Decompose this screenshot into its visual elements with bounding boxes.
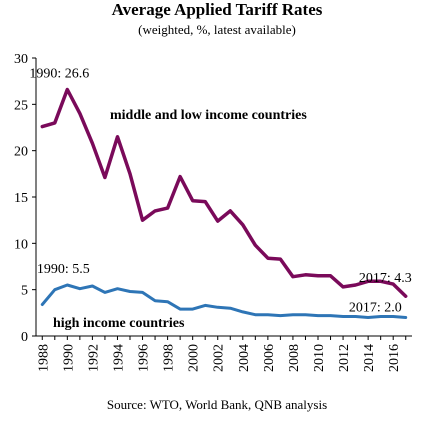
x-tick-label: 1992: [86, 344, 101, 372]
y-tick-label: 10: [14, 237, 28, 252]
y-tick-label: 20: [14, 145, 28, 160]
chart-source: Source: WTO, World Bank, QNB analysis: [107, 397, 327, 412]
plot-area: 0 5 10 15 20 25 30 1988 1990 1992 1994 1996 1998 2000…: [14, 52, 412, 372]
y-tick-label: 5: [21, 284, 28, 299]
x-tick-label: 2004: [237, 344, 252, 372]
annotation-label: 2017: 4.3: [359, 271, 412, 286]
y-tick-label: 30: [14, 52, 28, 67]
x-tick-label: 1996: [137, 344, 152, 372]
y-tick-label: 0: [21, 330, 28, 345]
y-tick-label: 25: [14, 98, 28, 113]
annotation-label: 1990: 5.5: [37, 262, 90, 277]
x-tick-label: 2006: [262, 344, 277, 372]
x-tick-label: 2014: [362, 344, 377, 372]
x-tick-label: 2000: [187, 344, 202, 372]
y-tick-label: 15: [14, 191, 28, 206]
x-tick-label: 2012: [337, 344, 352, 372]
series-line-middle-low-income: [40, 87, 408, 298]
x-tick-label: 1994: [111, 344, 126, 372]
series-label-high-income: high income countries: [53, 316, 185, 331]
series-label-middle-low-income: middle and low income countries: [110, 108, 307, 123]
series-line-high-income: [40, 283, 408, 319]
x-tick-label: 1990: [61, 344, 76, 372]
x-tick-label: 2010: [312, 344, 327, 372]
x-tick-label: 2008: [287, 344, 302, 372]
x-tick-label: 2002: [212, 344, 227, 372]
x-tick-label: 2016: [387, 344, 402, 372]
annotation-label: 1990: 26.6: [29, 67, 89, 82]
x-tick-label: 1988: [36, 344, 51, 372]
x-tick-label: 1998: [162, 344, 177, 372]
annotation-label: 2017: 2.0: [349, 300, 402, 315]
chart-subtitle: (weighted, %, latest available): [138, 22, 296, 37]
chart-title: Average Applied Tariff Rates: [112, 0, 323, 19]
